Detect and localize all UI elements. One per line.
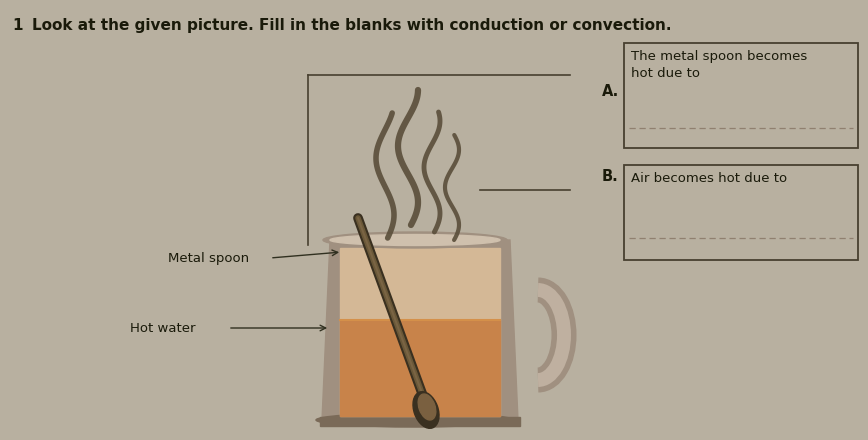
Bar bbox=[624, 43, 858, 148]
Text: 1: 1 bbox=[12, 18, 23, 33]
Polygon shape bbox=[340, 248, 500, 416]
Bar bbox=[624, 165, 858, 260]
Polygon shape bbox=[322, 240, 518, 420]
Ellipse shape bbox=[330, 235, 500, 246]
Text: The metal spoon becomes: The metal spoon becomes bbox=[631, 50, 807, 63]
Text: Look at the given picture. Fill in the blanks with conduction or convection.: Look at the given picture. Fill in the b… bbox=[32, 18, 672, 33]
Polygon shape bbox=[320, 417, 520, 426]
Text: Air becomes hot due to: Air becomes hot due to bbox=[631, 172, 787, 185]
Text: B.: B. bbox=[602, 169, 619, 184]
Ellipse shape bbox=[323, 232, 507, 248]
Text: A.: A. bbox=[602, 84, 619, 99]
Text: Metal spoon: Metal spoon bbox=[168, 252, 249, 264]
Ellipse shape bbox=[418, 394, 436, 420]
Text: Hot water: Hot water bbox=[130, 322, 195, 334]
Ellipse shape bbox=[316, 413, 514, 427]
Polygon shape bbox=[340, 320, 500, 416]
Text: hot due to: hot due to bbox=[631, 67, 700, 80]
Ellipse shape bbox=[413, 392, 439, 428]
